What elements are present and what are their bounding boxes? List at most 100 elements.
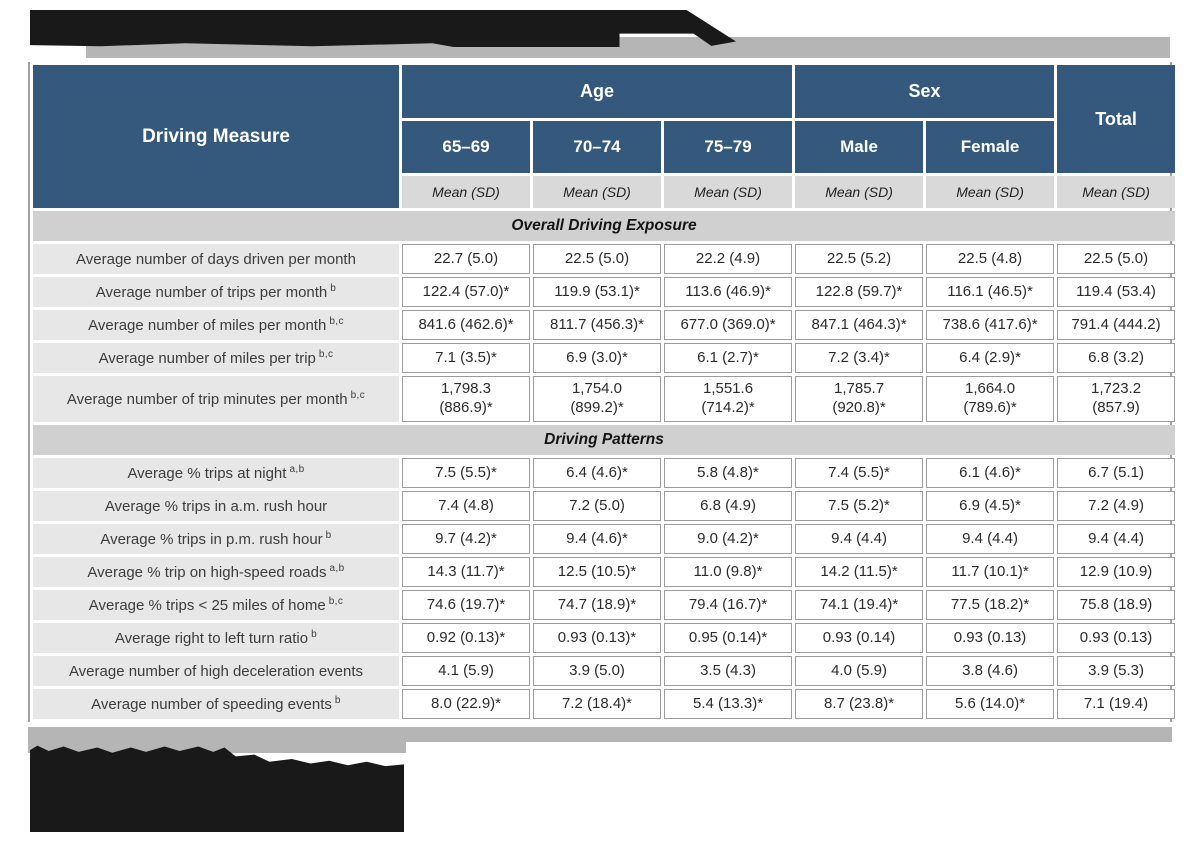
value-cell: 7.5 (5.2)* — [795, 491, 924, 521]
value-cell: 6.7 (5.1) — [1057, 458, 1176, 488]
section-row: Overall Driving Exposure — [33, 211, 1176, 241]
value-cell: 9.4 (4.4) — [926, 524, 1055, 554]
measure-label: Average number of trips per month b — [33, 277, 399, 307]
section-title: Overall Driving Exposure — [33, 211, 1176, 241]
value-cell: 7.2 (3.4)* — [795, 343, 924, 373]
measure-label: Average % trip on high-speed roads a,b — [33, 557, 399, 587]
value-cell: 22.5 (4.8) — [926, 244, 1055, 274]
table-row: Average number of miles per month b,c 841.… — [33, 310, 1176, 340]
measure-label: Average number of speeding events b — [33, 689, 399, 719]
col-header-male: Male — [795, 121, 924, 173]
measure-label: Average number of miles per trip b,c — [33, 343, 399, 373]
value-cell: 119.9 (53.1)* — [533, 277, 661, 307]
value-cell: 4.1 (5.9) — [402, 656, 530, 686]
value-cell: 113.6 (46.9)* — [664, 277, 793, 307]
table-row: Average % trips in a.m. rush hour 7.4 (4.… — [33, 491, 1176, 521]
col-header-70-74: 70–74 — [533, 121, 661, 173]
value-cell: 8.7 (23.8)* — [795, 689, 924, 719]
value-cell: 14.2 (11.5)* — [795, 557, 924, 587]
value-cell: 11.0 (9.8)* — [664, 557, 793, 587]
value-cell: 6.8 (4.9) — [664, 491, 793, 521]
col-header-75-79: 75–79 — [664, 121, 793, 173]
value-cell: 116.1 (46.5)* — [926, 277, 1055, 307]
measure-label: Average % trips in p.m. rush hour b — [33, 524, 399, 554]
stat-header-cell: Mean (SD) — [533, 176, 661, 208]
footnote-marker: b — [330, 283, 337, 294]
value-cell: 74.7 (18.9)* — [533, 590, 661, 620]
redacted-title-bar — [30, 10, 736, 47]
footnote-marker: b — [311, 629, 318, 640]
value-cell: 74.1 (19.4)* — [795, 590, 924, 620]
measure-label-text: Average number of trip minutes per month — [66, 391, 348, 408]
value-cell: 0.93 (0.13)* — [533, 623, 661, 653]
measure-label-text: Average number of high deceleration even… — [68, 662, 364, 680]
footnote-marker: b — [325, 530, 332, 541]
value-cell: 3.9 (5.0) — [533, 656, 661, 686]
redacted-footnotes-block — [30, 745, 404, 832]
value-cell: 6.1 (4.6)* — [926, 458, 1055, 488]
col-header-female: Female — [926, 121, 1055, 173]
table-body: Overall Driving Exposure Average number o… — [33, 211, 1176, 719]
stat-header-cell: Mean (SD) — [926, 176, 1055, 208]
measure-label-text: Average number of miles per month — [88, 317, 327, 334]
measure-label: Average number of high deceleration even… — [33, 656, 399, 686]
value-cell: 3.5 (4.3) — [664, 656, 793, 686]
value-cell: 12.5 (10.5)* — [533, 557, 661, 587]
value-cell: 4.0 (5.9) — [795, 656, 924, 686]
measure-label: Average right to left turn ratio b — [33, 623, 399, 653]
value-cell: 7.2 (18.4)* — [533, 689, 661, 719]
stat-header-cell: Mean (SD) — [795, 176, 924, 208]
measure-label: Average % trips at night a,b — [33, 458, 399, 488]
value-cell: 7.1 (3.5)* — [402, 343, 530, 373]
value-cell: 77.5 (18.2)* — [926, 590, 1055, 620]
measure-label: Average number of miles per month b,c — [33, 310, 399, 340]
table-header: Driving Measure Age Sex Total 65–69 70–7… — [33, 65, 1176, 208]
measure-label: Average % trips in a.m. rush hour — [33, 491, 399, 521]
value-cell: 0.93 (0.14) — [795, 623, 924, 653]
footnote-marker: b,c — [329, 316, 344, 327]
value-cell: 7.5 (5.5)* — [402, 458, 530, 488]
col-group-age: Age — [402, 65, 793, 118]
value-cell: 677.0 (369.0)* — [664, 310, 793, 340]
value-cell: 22.5 (5.0) — [1057, 244, 1176, 274]
value-cell: 12.9 (10.9) — [1057, 557, 1176, 587]
value-cell: 8.0 (22.9)* — [402, 689, 530, 719]
value-cell: 9.7 (4.2)* — [402, 524, 530, 554]
value-cell: 22.7 (5.0) — [402, 244, 530, 274]
value-cell: 119.4 (53.4) — [1057, 277, 1176, 307]
table-row: Average number of days driven per month 2… — [33, 244, 1176, 274]
measure-label-text: Average number of days driven per month — [76, 250, 356, 268]
value-cell: 0.93 (0.13) — [1057, 623, 1176, 653]
table-row: Average number of high deceleration even… — [33, 656, 1176, 686]
col-group-sex: Sex — [795, 65, 1055, 118]
table-row: Average % trips at night a,b 7.5 (5.5)* 6.4… — [33, 458, 1176, 488]
header-sub-row: 65–69 70–74 75–79 Male Female — [33, 121, 1175, 173]
value-cell: 0.93 (0.13) — [926, 623, 1055, 653]
value-cell: 847.1 (464.3)* — [795, 310, 924, 340]
measure-label-text: Average % trips < 25 miles of home — [88, 597, 326, 614]
section-title: Driving Patterns — [33, 425, 1176, 455]
value-cell: 7.1 (19.4) — [1057, 689, 1176, 719]
value-cell: 5.4 (13.3)* — [664, 689, 793, 719]
header-group-row: Driving Measure Age Sex Total — [33, 65, 1176, 208]
value-cell: 9.4 (4.4) — [1057, 524, 1176, 554]
value-cell: 22.2 (4.9) — [664, 244, 793, 274]
measure-label-text: Average number of trips per month — [95, 284, 328, 301]
value-cell: 9.4 (4.6)* — [533, 524, 661, 554]
value-cell: 1,664.0 (789.6)* — [926, 376, 1055, 422]
section-row: Driving Patterns — [33, 425, 1176, 455]
value-cell: 75.8 (18.9) — [1057, 590, 1176, 620]
value-cell: 9.4 (4.4) — [795, 524, 924, 554]
value-cell: 3.8 (4.6) — [926, 656, 1055, 686]
value-cell: 0.92 (0.13)* — [402, 623, 530, 653]
value-cell: 6.8 (3.2) — [1057, 343, 1176, 373]
stat-header-cell: Mean (SD) — [1057, 176, 1176, 208]
value-cell: 841.6 (462.6)* — [402, 310, 530, 340]
value-cell: 5.8 (4.8)* — [664, 458, 793, 488]
col-header-65-69: 65–69 — [402, 121, 530, 173]
col-header-driving-measure: Driving Measure — [33, 65, 399, 208]
value-cell: 122.8 (59.7)* — [795, 277, 924, 307]
value-cell: 22.5 (5.0) — [533, 244, 661, 274]
value-cell: 1,754.0 (899.2)* — [533, 376, 661, 422]
